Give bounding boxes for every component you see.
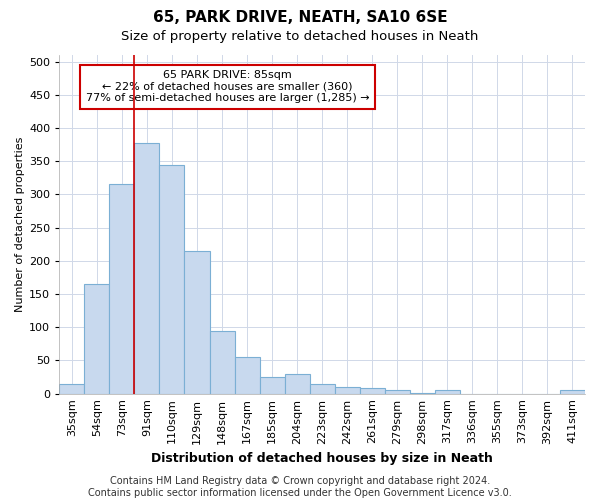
Y-axis label: Number of detached properties: Number of detached properties [15,136,25,312]
Bar [560,390,585,394]
Bar [284,374,310,394]
Bar [209,330,235,394]
Bar [410,393,435,394]
Text: 65 PARK DRIVE: 85sqm
← 22% of detached houses are smaller (360)
77% of semi-deta: 65 PARK DRIVE: 85sqm ← 22% of detached h… [86,70,370,103]
Text: Contains HM Land Registry data © Crown copyright and database right 2024.
Contai: Contains HM Land Registry data © Crown c… [88,476,512,498]
Text: Size of property relative to detached houses in Neath: Size of property relative to detached ho… [121,30,479,43]
Bar [235,357,260,394]
Bar [335,387,360,394]
Bar [160,164,184,394]
Bar [134,144,160,394]
Text: 65, PARK DRIVE, NEATH, SA10 6SE: 65, PARK DRIVE, NEATH, SA10 6SE [152,10,448,25]
Bar [360,388,385,394]
Bar [59,384,85,394]
Bar [310,384,335,394]
Bar [435,390,460,394]
Bar [109,184,134,394]
X-axis label: Distribution of detached houses by size in Neath: Distribution of detached houses by size … [151,452,493,465]
Bar [260,377,284,394]
Bar [184,251,209,394]
Bar [85,284,109,394]
Bar [385,390,410,394]
